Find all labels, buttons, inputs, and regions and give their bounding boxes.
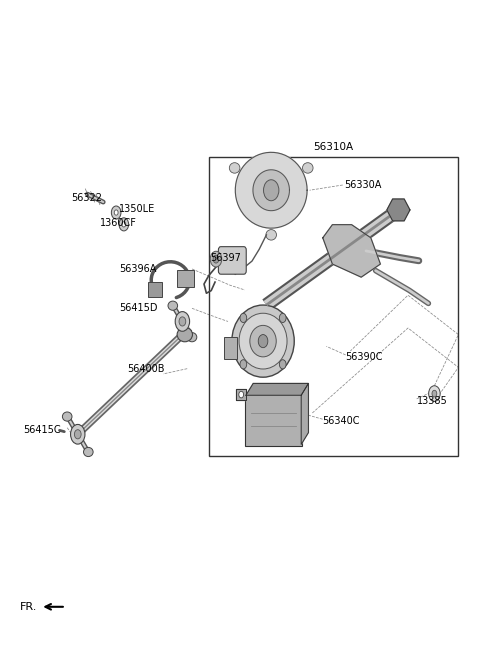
Circle shape xyxy=(432,390,437,397)
Text: 56340C: 56340C xyxy=(323,416,360,426)
Circle shape xyxy=(179,317,186,326)
Text: 56330A: 56330A xyxy=(345,180,382,190)
Circle shape xyxy=(240,359,247,369)
Ellipse shape xyxy=(302,163,313,173)
FancyBboxPatch shape xyxy=(218,247,246,274)
Circle shape xyxy=(119,218,129,231)
Bar xyxy=(209,157,458,456)
Ellipse shape xyxy=(62,412,72,421)
Ellipse shape xyxy=(187,333,197,342)
Polygon shape xyxy=(387,199,410,221)
FancyBboxPatch shape xyxy=(224,337,237,359)
Text: FR.: FR. xyxy=(20,602,37,612)
Circle shape xyxy=(429,386,440,401)
Polygon shape xyxy=(301,383,308,445)
Text: 1350LE: 1350LE xyxy=(119,204,156,215)
Circle shape xyxy=(71,424,85,444)
Circle shape xyxy=(264,180,279,201)
Circle shape xyxy=(210,251,222,267)
Ellipse shape xyxy=(168,301,178,310)
Circle shape xyxy=(122,222,126,227)
FancyBboxPatch shape xyxy=(245,394,302,446)
Polygon shape xyxy=(235,152,307,228)
Text: 56415D: 56415D xyxy=(119,303,157,314)
Ellipse shape xyxy=(84,447,93,457)
Polygon shape xyxy=(323,224,380,277)
Ellipse shape xyxy=(177,327,192,342)
Circle shape xyxy=(240,314,247,323)
Polygon shape xyxy=(246,383,308,395)
Ellipse shape xyxy=(229,163,240,173)
Text: 56322: 56322 xyxy=(71,193,102,203)
Circle shape xyxy=(111,206,121,219)
Polygon shape xyxy=(236,388,246,400)
Polygon shape xyxy=(253,170,289,211)
Text: 13385: 13385 xyxy=(417,396,447,407)
Circle shape xyxy=(279,359,286,369)
Ellipse shape xyxy=(250,325,276,357)
Text: 56310A: 56310A xyxy=(313,142,354,152)
Ellipse shape xyxy=(239,314,287,369)
Circle shape xyxy=(279,314,286,323)
Text: 1360CF: 1360CF xyxy=(100,218,137,228)
Circle shape xyxy=(239,391,243,398)
Circle shape xyxy=(213,255,219,263)
Circle shape xyxy=(258,335,268,348)
Text: 56390C: 56390C xyxy=(346,352,383,362)
Circle shape xyxy=(114,210,118,215)
Text: 56415C: 56415C xyxy=(23,424,60,435)
FancyBboxPatch shape xyxy=(148,282,162,297)
Circle shape xyxy=(74,430,81,439)
FancyBboxPatch shape xyxy=(177,270,194,287)
Circle shape xyxy=(175,312,190,331)
Text: 56400B: 56400B xyxy=(127,363,165,374)
Ellipse shape xyxy=(266,230,276,240)
Ellipse shape xyxy=(232,305,294,377)
Text: 56396A: 56396A xyxy=(119,264,156,274)
Text: 56397: 56397 xyxy=(210,253,241,264)
